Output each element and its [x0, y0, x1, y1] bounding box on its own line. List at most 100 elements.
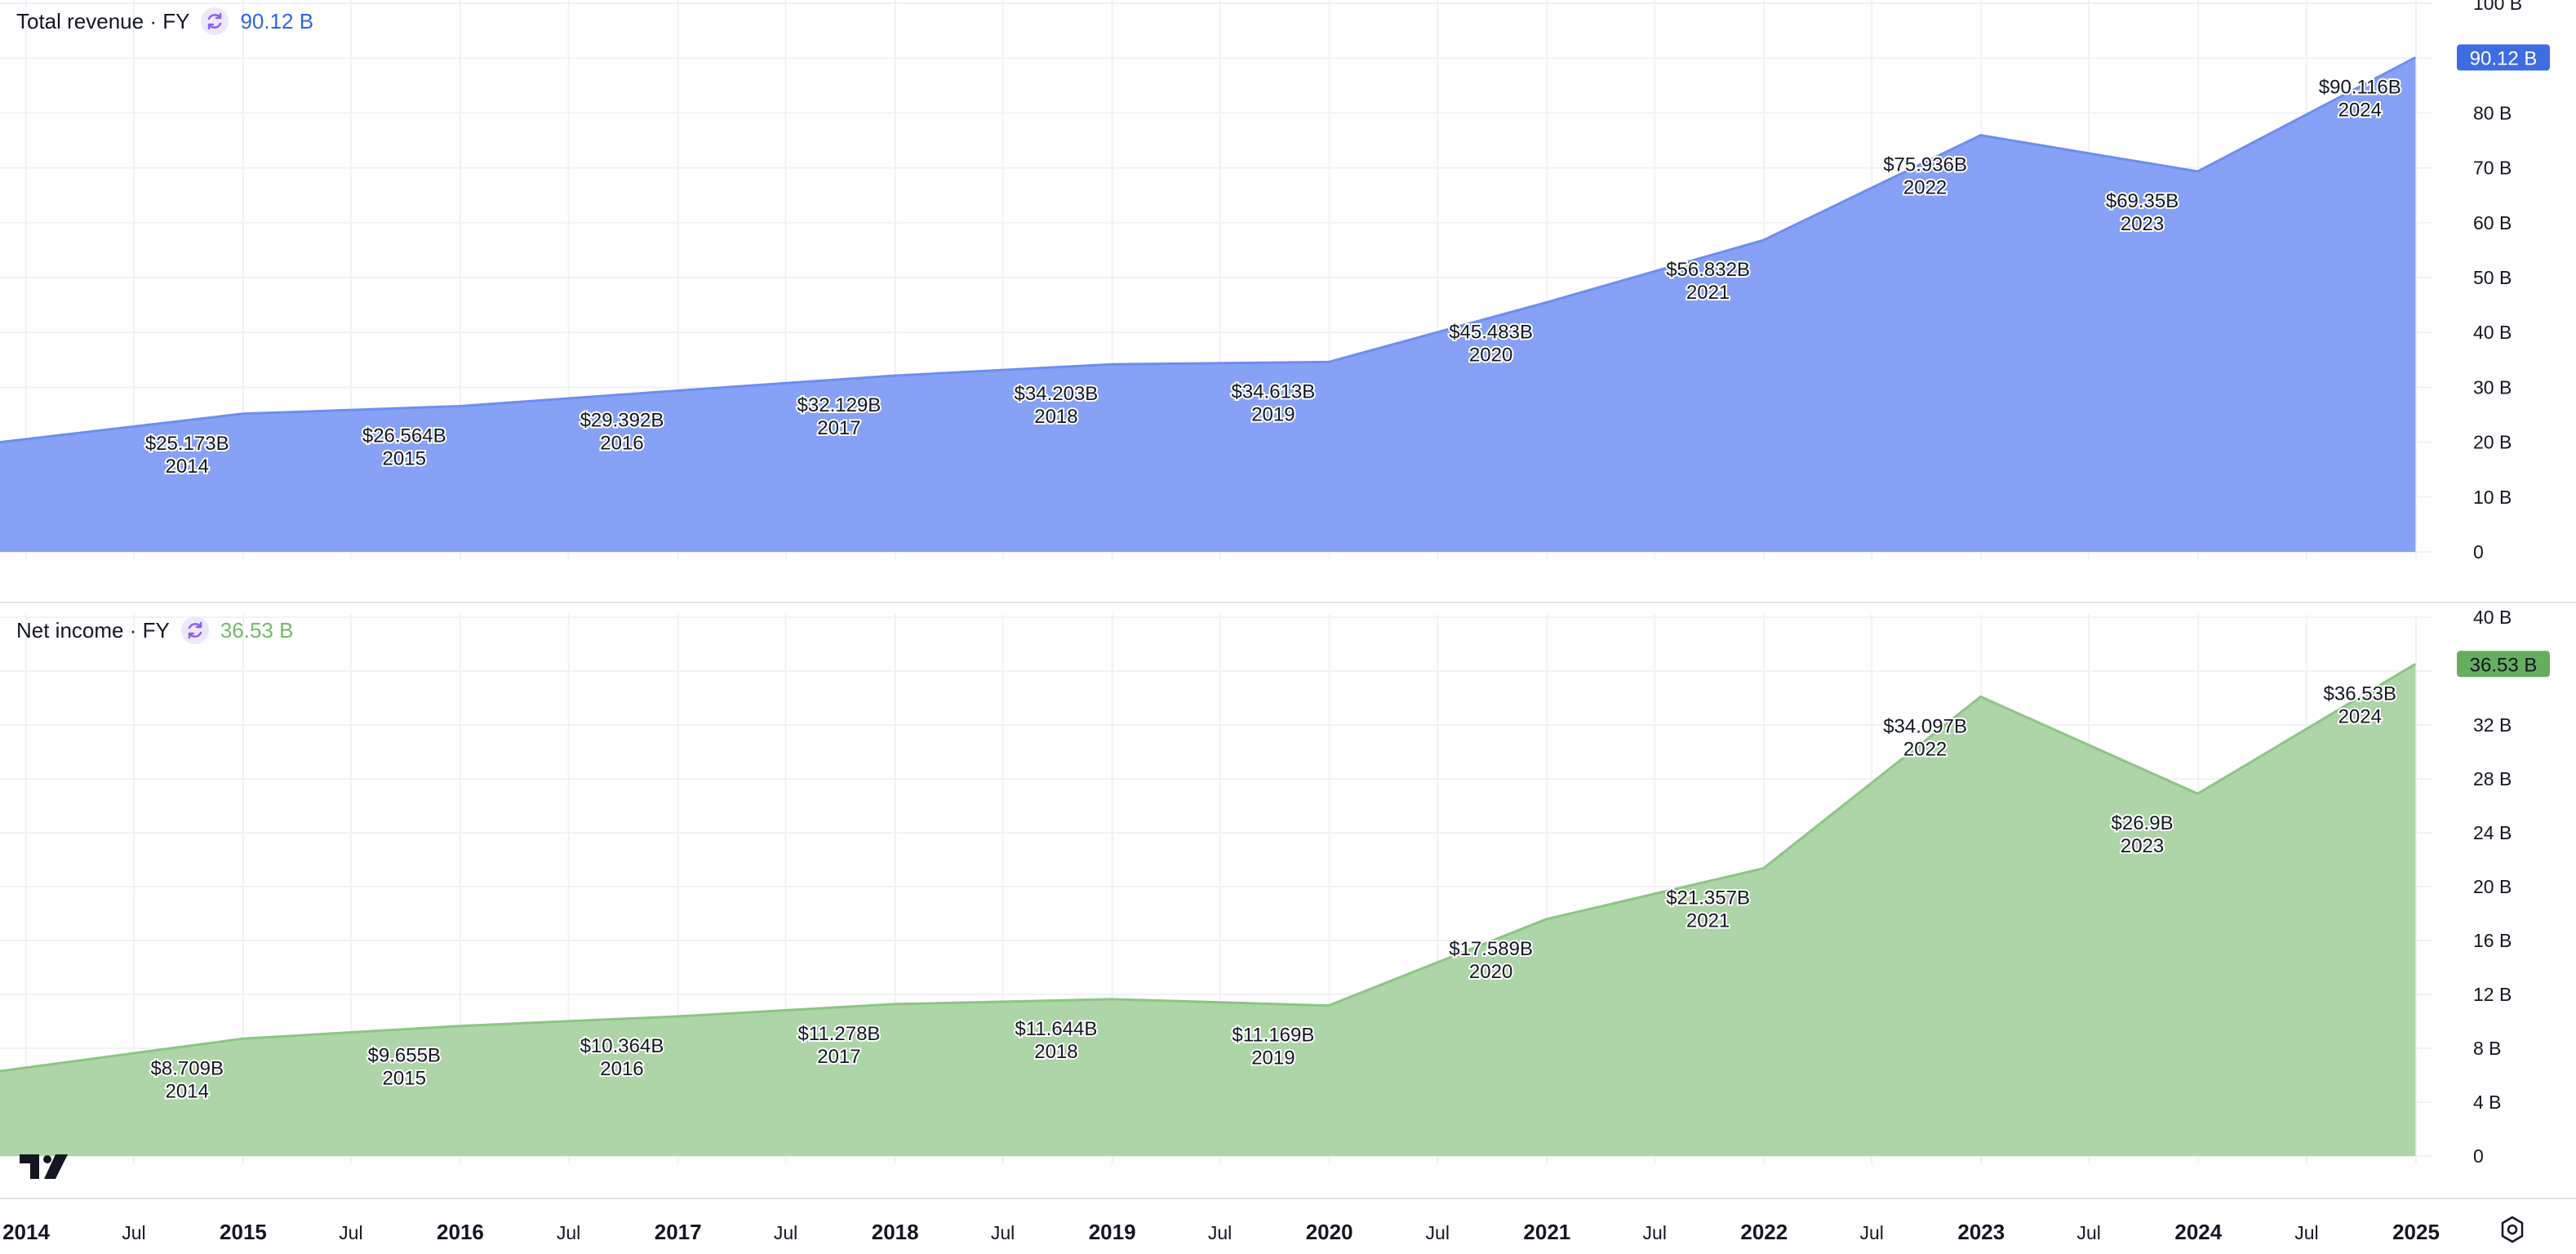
revenue-data-label-value: $26.564B — [362, 425, 446, 447]
revenue-y-tick-label: 10 B — [2473, 487, 2512, 508]
income-data-label-value: $10.364B — [580, 1035, 664, 1057]
income-data-label-year: 2018 — [1034, 1041, 1077, 1063]
revenue-value: 90.12 B — [240, 8, 314, 33]
income-y-tick-label: 32 B — [2473, 714, 2512, 736]
time-axis-tick-label: 2023 — [1957, 1220, 2005, 1244]
settings-icon[interactable] — [2498, 1215, 2527, 1248]
time-axis-tick-label: Jul — [339, 1222, 362, 1243]
income-data-label-year: 2024 — [2338, 705, 2382, 727]
time-axis-tick-label: 2017 — [655, 1220, 702, 1244]
revenue-area[interactable] — [0, 57, 2416, 552]
tradingview-logo-icon[interactable] — [20, 1153, 70, 1185]
income-y-tick-label: 0 — [2473, 1145, 2484, 1167]
revenue-title[interactable]: Total revenue · FY — [16, 8, 190, 33]
income-data-label-year: 2019 — [1251, 1047, 1295, 1069]
revenue-y-tick-label: 100 B — [2473, 0, 2522, 14]
time-axis-tick-label: Jul — [557, 1222, 580, 1243]
income-data-label-year: 2017 — [817, 1046, 860, 1068]
income-data-label-value: $21.357B — [1666, 887, 1750, 909]
revenue-y-tick-label: 30 B — [2473, 376, 2512, 398]
income-data-label-year: 2021 — [1686, 910, 1730, 932]
revenue-data-label-year: 2017 — [817, 417, 860, 439]
time-axis-tick-label: Jul — [1643, 1222, 1667, 1243]
revenue-data-label-value: $45.483B — [1449, 321, 1533, 343]
income-data-label-value: $11.644B — [1015, 1018, 1097, 1040]
income-data-label-value: $34.097B — [1883, 715, 1967, 737]
income-data-label-value: $26.9B — [2112, 812, 2174, 834]
income-y-tick-label: 40 B — [2473, 607, 2512, 628]
revenue-line[interactable] — [0, 56, 2416, 444]
income-data-label-year: 2015 — [383, 1068, 426, 1090]
time-axis-tick-label: 2025 — [2392, 1220, 2440, 1244]
income-y-tick-label: 4 B — [2473, 1092, 2502, 1113]
income-y-tick-label: 24 B — [2473, 822, 2512, 843]
time-axis-tick-label: 2021 — [1523, 1220, 1570, 1244]
time-axis-tick-label: Jul — [1860, 1222, 1884, 1243]
revenue-data-label-year: 2016 — [600, 432, 643, 454]
time-axis-tick-label: Jul — [2077, 1222, 2101, 1243]
income-last-value-badge: 36.53 B — [2457, 651, 2550, 678]
revenue-data-label-value: $34.613B — [1232, 380, 1316, 402]
revenue-data-label-value: $56.832B — [1666, 259, 1750, 281]
revenue-data-label-year: 2015 — [383, 447, 426, 469]
refresh-icon[interactable] — [201, 7, 229, 35]
revenue-y-tick-label: 60 B — [2473, 212, 2512, 233]
income-area[interactable] — [0, 664, 2416, 1156]
income-data-label-value: $17.589B — [1449, 938, 1533, 960]
income-data-label-year: 2023 — [2121, 835, 2164, 857]
refresh-icon[interactable] — [180, 616, 209, 644]
time-axis-tick-label: 2016 — [437, 1220, 484, 1244]
income-value: 36.53 B — [220, 617, 294, 643]
time-axis-tick-label: Jul — [774, 1222, 797, 1243]
income-data-label-value: $36.53B — [2324, 683, 2396, 705]
revenue-y-tick-label: 70 B — [2473, 158, 2512, 179]
time-axis-tick-label: 2014 — [2, 1220, 50, 1244]
revenue-y-tick-label: 80 B — [2473, 102, 2512, 123]
time-axis-tick-label: 2022 — [1740, 1220, 1788, 1244]
revenue-data-label-year: 2021 — [1686, 282, 1730, 304]
revenue-data-label-year: 2018 — [1034, 406, 1077, 428]
income-data-label-year: 2020 — [1469, 961, 1512, 983]
income-y-tick-label: 16 B — [2473, 930, 2512, 951]
revenue-data-label-year: 2019 — [1251, 403, 1295, 425]
revenue-y-tick-label: 0 — [2473, 541, 2484, 563]
income-data-label-value: $9.655B — [368, 1045, 441, 1067]
income-y-tick-label: 8 B — [2473, 1038, 2502, 1059]
time-axis-tick-label: Jul — [991, 1222, 1015, 1243]
time-axis-tick-label: Jul — [122, 1222, 145, 1243]
time-axis-tick-label: 2019 — [1089, 1220, 1136, 1244]
income-data-label-year: 2022 — [1903, 738, 1947, 760]
time-axis-tick-label: Jul — [1426, 1222, 1450, 1243]
income-y-tick-label: 28 B — [2473, 768, 2512, 789]
income-last-value-text: 36.53 B — [2470, 654, 2538, 676]
income-line[interactable] — [0, 663, 2417, 1073]
revenue-data-label-value: $34.203B — [1015, 383, 1099, 405]
income-y-tick-label: 12 B — [2473, 984, 2512, 1005]
income-data-label-value: $8.709B — [151, 1057, 224, 1079]
income-pane-header: Net income · FY 36.53 B — [16, 614, 293, 647]
revenue-data-label-year: 2022 — [1903, 177, 1947, 199]
revenue-y-tick-label: 50 B — [2473, 267, 2512, 288]
revenue-y-tick-label: 20 B — [2473, 432, 2512, 453]
time-axis-tick-label: 2020 — [1306, 1220, 1353, 1244]
time-axis-tick-label: 2018 — [872, 1220, 919, 1244]
time-axis-tick-label: Jul — [1208, 1222, 1232, 1243]
income-title[interactable]: Net income · FY — [16, 617, 170, 643]
revenue-data-label-year: 2023 — [2121, 213, 2164, 235]
revenue-data-label-value: $29.392B — [580, 409, 664, 431]
income-data-label-value: $11.169B — [1232, 1025, 1314, 1047]
